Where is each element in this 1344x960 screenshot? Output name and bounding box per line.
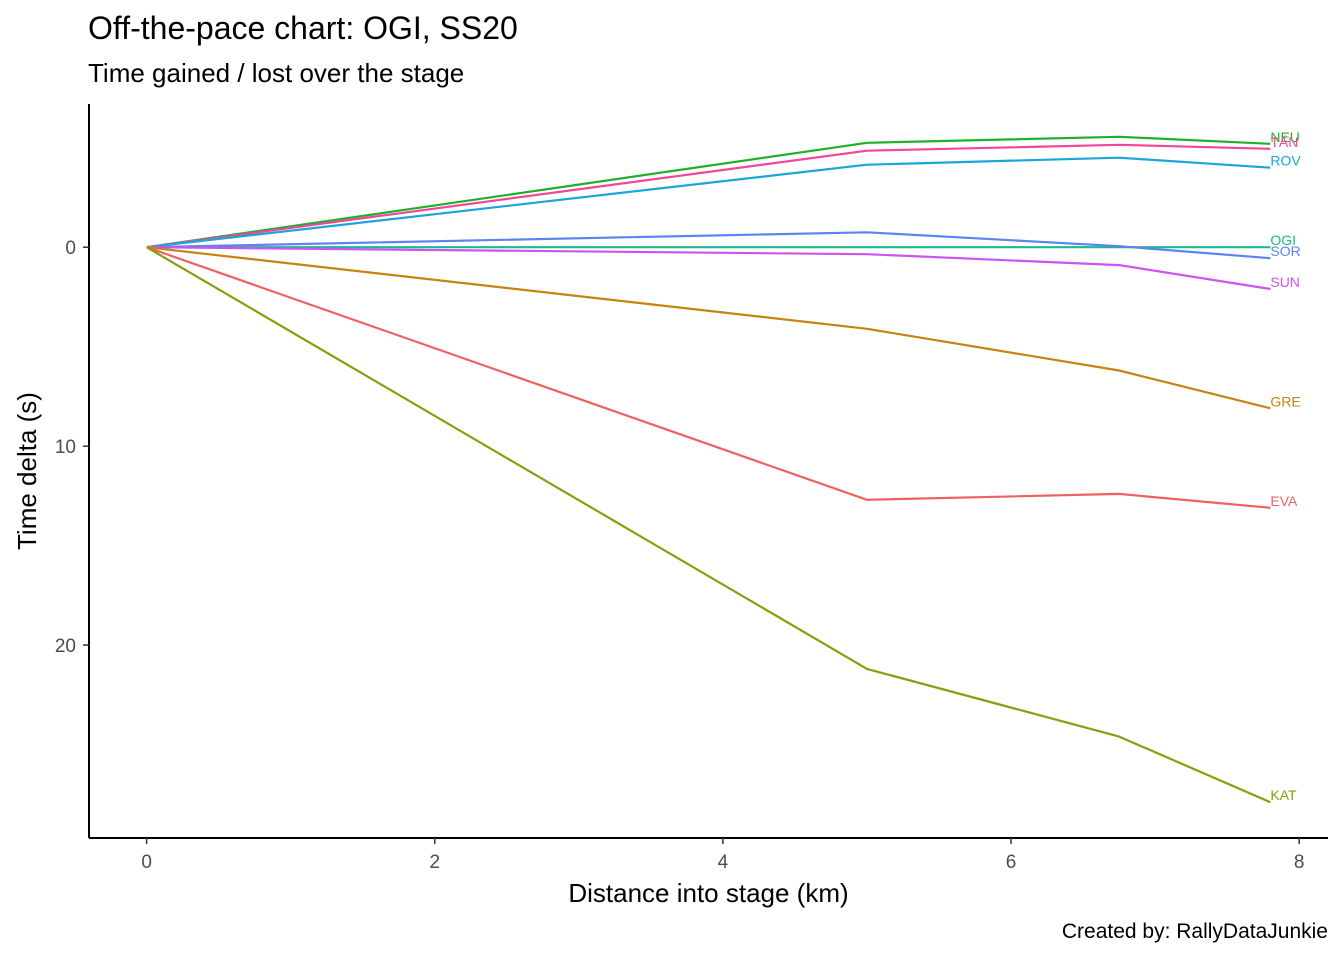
series-line-neu [146,135,1271,249]
x-tick-label: 0 [141,852,152,873]
y-axis-title: Time delta (s) [12,392,42,550]
x-tick-label: 6 [1006,852,1017,873]
series-label-tän: TÄN [1270,134,1298,150]
series-line-rov [146,156,1271,249]
x-tick-label: 8 [1294,852,1305,873]
series-line-kat [146,246,1271,804]
y-tick-label: 20 [55,636,76,657]
series-label-kat: KAT [1270,787,1297,803]
series-line-sun [146,246,1271,291]
x-tick-label: 4 [718,852,729,873]
series-label-ogi: OGI [1270,232,1296,248]
chart-title: Off-the-pace chart: OGI, SS20 [88,10,518,46]
series-line-tän [146,143,1271,249]
series-line-gre [146,246,1271,410]
y-tick-label: 10 [55,437,76,458]
series-label-rov: ROV [1270,153,1301,169]
chart-subtitle: Time gained / lost over the stage [88,58,465,88]
y-tick-label: 0 [65,238,76,259]
caption: Created by: RallyDataJunkie [1061,920,1328,943]
series-label-neu: NEU [1270,129,1300,145]
x-ticks: 0 2 4 6 8 [141,838,1304,873]
series-label-sun: SUN [1270,274,1300,290]
series-line-eva [146,246,1271,509]
series-label-eva: EVA [1270,493,1298,509]
y-ticks: 0 10 20 [55,238,89,657]
x-tick-label: 2 [429,852,440,873]
series-line-sor [146,231,1271,260]
series-label-gre: GRE [1270,393,1300,409]
series-label-sor: SOR [1270,243,1300,259]
series-lines [146,135,1271,804]
x-axis-title: Distance into stage (km) [568,878,848,908]
axes [88,104,1328,839]
